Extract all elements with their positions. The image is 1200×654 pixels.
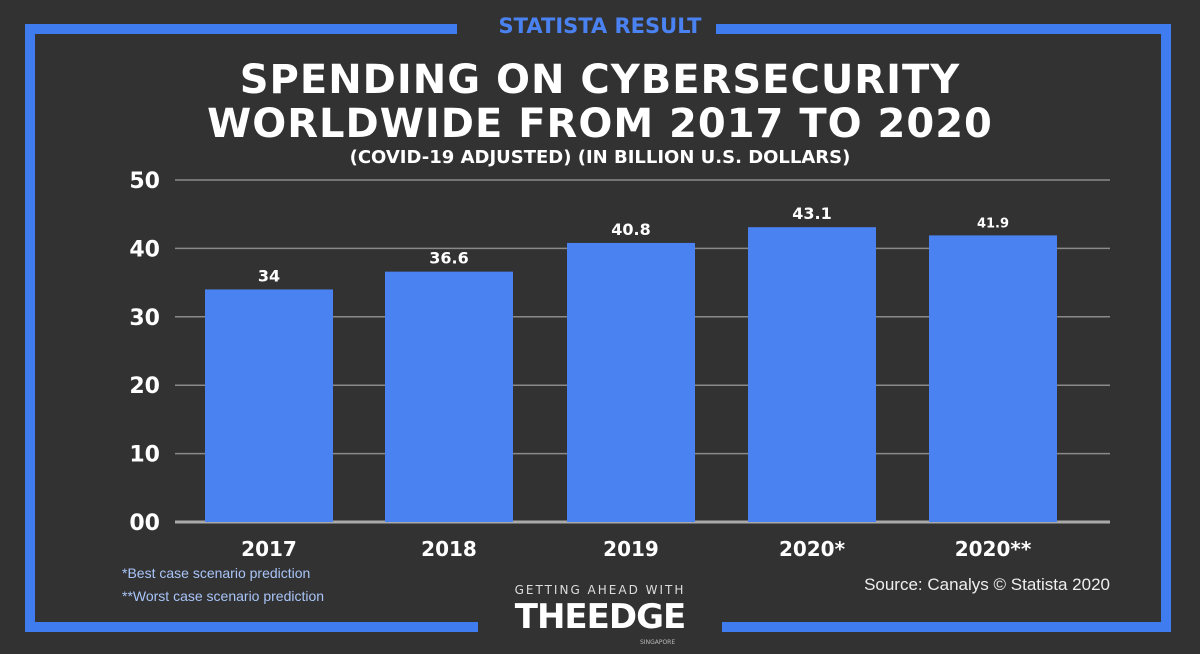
- data-label: 43.1: [792, 204, 831, 223]
- x-tick-label: 2020*: [779, 537, 846, 561]
- logo-tagline: GETTING AHEAD WITH: [514, 583, 686, 597]
- frame-top-left: [25, 24, 457, 34]
- statista-badge: STATISTA RESULT: [498, 14, 702, 38]
- logo-sub: SINGAPORE: [640, 639, 676, 646]
- y-tick-label: 50: [129, 169, 160, 194]
- data-label: 36.6: [429, 249, 468, 268]
- y-tick-label: 20: [129, 374, 160, 399]
- bar: [929, 235, 1057, 523]
- y-tick-label: 00: [129, 511, 160, 536]
- data-label: 40.8: [611, 220, 650, 239]
- y-tick-label: 40: [129, 237, 160, 262]
- source-text: Source: Canalys © Statista 2020: [864, 575, 1110, 594]
- x-tick-label: 2017: [241, 537, 297, 561]
- x-tick-label: 2020**: [955, 537, 1032, 561]
- title-line-2: WORLDWIDE FROM 2017 TO 2020: [207, 101, 993, 147]
- y-tick-label: 30: [129, 306, 160, 331]
- frame-left: [25, 24, 35, 632]
- x-tick-label: 2019: [603, 537, 659, 561]
- bar: [205, 289, 333, 522]
- bar: [748, 227, 876, 523]
- bar: [567, 242, 695, 523]
- title-line-1: SPENDING ON CYBERSECURITY: [239, 57, 961, 103]
- frame-right: [1161, 24, 1171, 632]
- bar: [385, 271, 513, 522]
- chart-title: SPENDING ON CYBERSECURITY WORLDWIDE FROM…: [0, 58, 1200, 146]
- footnote-best: *Best case scenario prediction: [122, 565, 311, 581]
- data-label: 34: [258, 266, 280, 285]
- data-label: 41.9: [977, 216, 1009, 231]
- chart-subtitle: (COVID-19 ADJUSTED) (IN BILLION U.S. DOL…: [349, 147, 851, 168]
- y-tick-label: 10: [129, 443, 160, 468]
- frame-bottom-left: [25, 622, 478, 632]
- the-edge-logo: THEEDGE: [514, 597, 686, 637]
- x-tick-label: 2018: [421, 537, 477, 561]
- frame-bottom-right: [722, 622, 1171, 632]
- frame-top-right: [716, 24, 1171, 34]
- footnote-worst: **Worst case scenario prediction: [122, 588, 325, 604]
